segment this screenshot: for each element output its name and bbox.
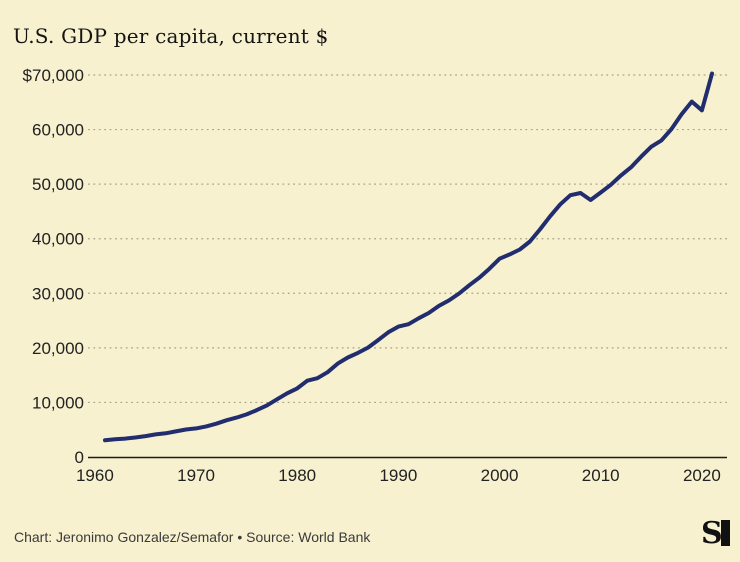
y-tick-label: 50,000 <box>32 175 84 194</box>
y-tick-label: $70,000 <box>23 66 84 85</box>
y-tick-label: 60,000 <box>32 121 84 140</box>
x-tick-label: 1990 <box>379 466 417 485</box>
x-tick-label: 1980 <box>278 466 316 485</box>
x-tick-label: 2000 <box>481 466 519 485</box>
y-tick-label: 40,000 <box>32 230 84 249</box>
y-tick-label: 10,000 <box>32 393 84 412</box>
chart-title: U.S. GDP per capita, current $ <box>13 24 329 48</box>
x-tick-label: 1970 <box>177 466 215 485</box>
svg-text:S: S <box>702 519 723 547</box>
gdp-line <box>103 71 714 443</box>
x-tick-label: 1960 <box>76 466 114 485</box>
y-tick-label: 0 <box>75 448 84 467</box>
y-tick-label: 30,000 <box>32 284 84 303</box>
y-tick-label: 20,000 <box>32 339 84 358</box>
semafor-logo-icon: S <box>702 519 730 547</box>
x-tick-label: 2010 <box>582 466 620 485</box>
x-tick-label: 2020 <box>683 466 721 485</box>
footer-credit: Chart: Jeronimo Gonzalez/Semafor • Sourc… <box>14 529 371 545</box>
